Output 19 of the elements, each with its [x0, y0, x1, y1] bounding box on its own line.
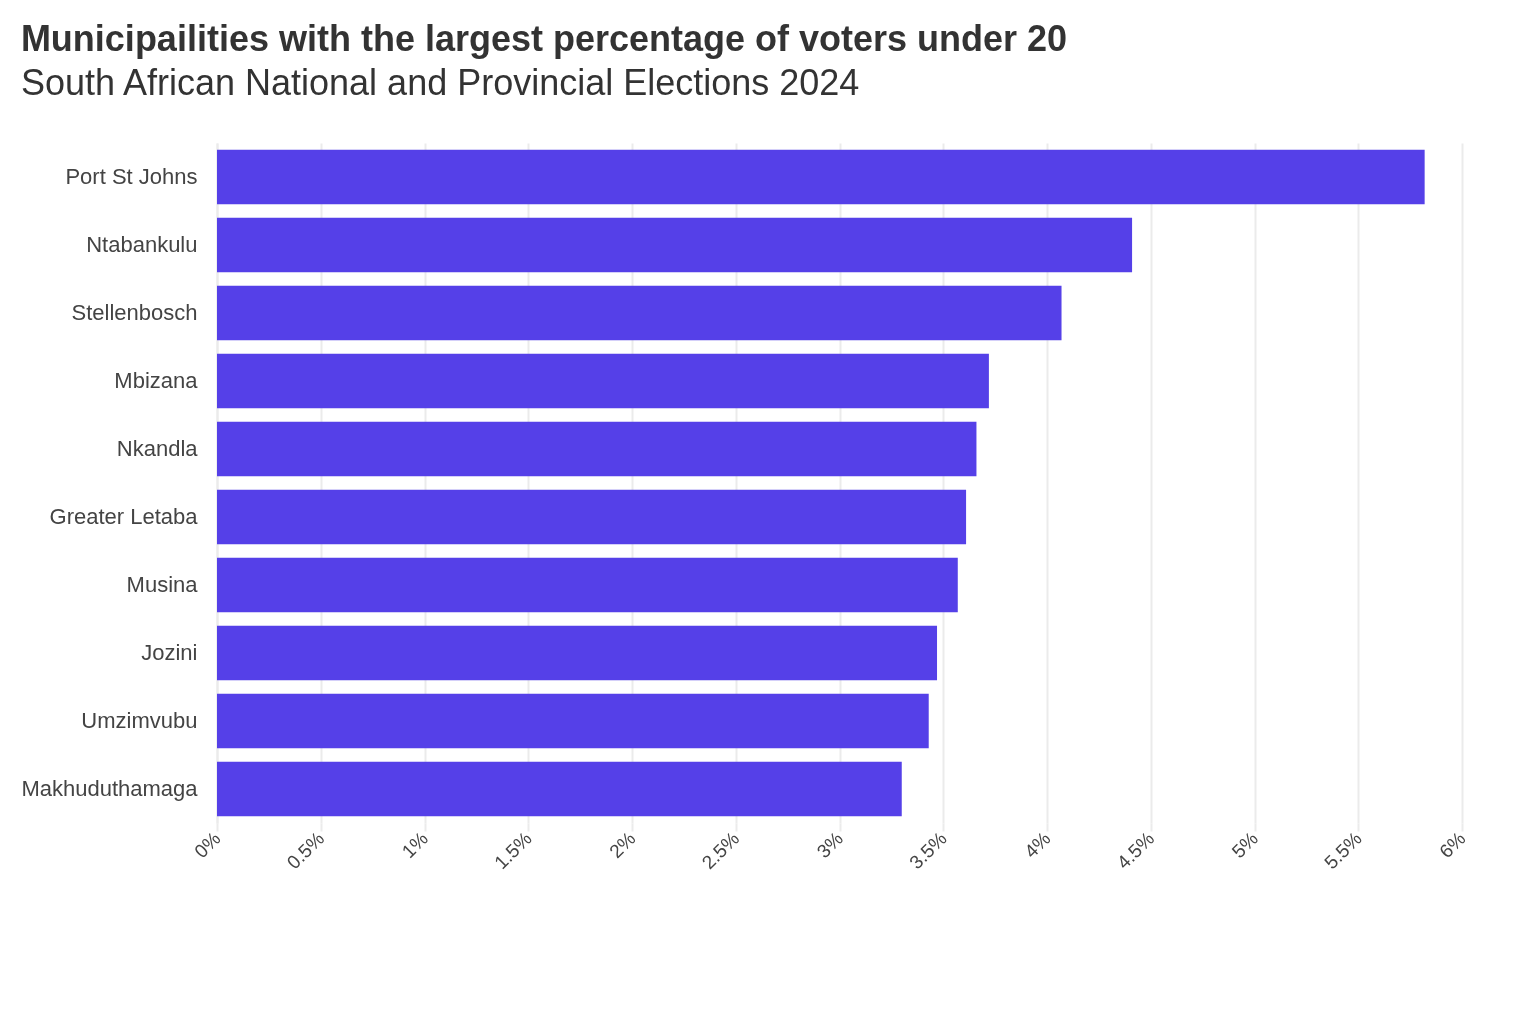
y-tick-label: Stellenbosch	[71, 300, 198, 325]
x-tick-label: 5%	[1227, 827, 1263, 862]
y-tick-label: Greater Letaba	[49, 504, 199, 529]
chart-subtitle: South African National and Provincial Elections 2024	[20, 62, 860, 103]
x-tick-label: 6%	[1435, 827, 1470, 862]
y-tick-label: Musina	[126, 572, 199, 597]
x-tick-label: 1%	[397, 827, 433, 862]
x-tick-label: 3%	[812, 827, 848, 862]
y-tick-label: Makhuduthamaga	[21, 776, 199, 801]
y-tick-label: Ntabankulu	[86, 232, 198, 257]
x-tick-label: 4%	[1020, 827, 1055, 862]
y-tick-label: Umzimvubu	[81, 708, 198, 733]
y-tick-label: Port St Johns	[65, 164, 198, 189]
y-tick-label: Mbizana	[114, 368, 199, 393]
y-tick-label: Nkandla	[116, 436, 199, 461]
x-tick-label: 2%	[605, 827, 640, 862]
x-tick-label: 0%	[190, 827, 225, 862]
chart-title: Municipailities with the largest percentage of voters under 20	[20, 18, 1068, 59]
y-tick-label: Jozini	[141, 640, 198, 665]
